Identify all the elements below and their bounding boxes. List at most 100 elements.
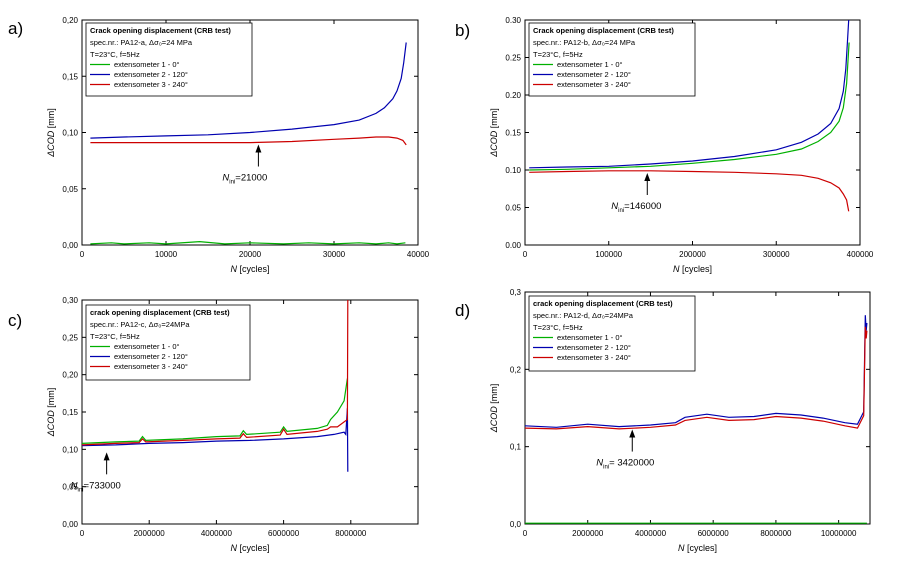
annotation-arrowhead (103, 452, 110, 461)
y-tick-label: 0.25 (505, 54, 521, 63)
x-axis-label: N [cycles] (230, 264, 269, 274)
y-tick-label: 0,1 (510, 443, 522, 452)
y-axis-label: ΔCOD [mm] (46, 108, 56, 158)
annotation-label: Nini= 3420000 (596, 458, 654, 471)
series-line-1 (82, 378, 348, 444)
chart-panel-4: d) 0 2000000 4000000 6000000 8000000 10000000 0… (455, 288, 871, 553)
x-tick-label: 0 (523, 529, 528, 538)
legend-spec: spec.nr.: PA12-a, Δσ₀=24 MPa (90, 38, 193, 47)
x-tick-label: 8000000 (760, 529, 792, 538)
x-tick-label: 0 (80, 250, 85, 259)
legend-conditions: T=23°C, f=5Hz (90, 50, 140, 59)
legend-box (528, 22, 696, 97)
x-tick-label: 20000 (239, 250, 262, 259)
x-tick-label: 10000 (155, 250, 178, 259)
x-tick-label: 6000000 (698, 529, 730, 538)
x-axis-label: N [cycles] (678, 543, 717, 553)
x-tick-label: 100000 (595, 250, 622, 259)
y-tick-label: 0.30 (505, 16, 521, 25)
y-tick-label: 0,20 (62, 16, 78, 25)
x-tick-label: 0 (523, 250, 528, 259)
x-tick-label: 0 (80, 529, 85, 538)
y-tick-label: 0,15 (62, 72, 78, 81)
panel-label: a) (8, 19, 23, 38)
legend-spec: spec.nr.: PA12-b, Δσ₀=24 MPa (533, 38, 636, 47)
legend-entry-2: extensometer 2 - 120° (557, 70, 631, 79)
y-axis-label: ΔCOD [mm] (46, 388, 56, 438)
y-tick-label: 0,20 (62, 371, 78, 380)
y-tick-label: 0,10 (62, 129, 78, 138)
series-line-1 (90, 240, 406, 245)
legend-entry-1: extensometer 1 - 0° (114, 342, 180, 351)
y-tick-label: 0.05 (505, 204, 521, 213)
annotation-label: Nini=21000 (222, 173, 267, 186)
chart-panel-2: b) 0 100000 200000 300000 400000 0.00 0.05 0.10 0… (455, 16, 874, 274)
legend-title: Crack opening displacement (CRB test) (533, 26, 674, 35)
panel-label: b) (455, 21, 470, 40)
x-tick-label: 400000 (847, 250, 874, 259)
legend-box (528, 295, 696, 372)
legend-title: crack opening displacement (CRB test) (533, 299, 673, 308)
series-line-3 (529, 170, 850, 212)
panel-label: d) (455, 301, 470, 320)
legend-box (85, 22, 253, 97)
series-line-2 (82, 408, 349, 472)
annotation-label: Nini=146000 (611, 201, 661, 214)
y-tick-label: 0.00 (505, 241, 521, 250)
x-tick-label: 4000000 (201, 529, 233, 538)
legend-conditions: T=23°C, f=5Hz (533, 50, 583, 59)
legend-box (85, 304, 251, 381)
annotation-label: Nini=733000 (71, 480, 121, 493)
series-line-3 (90, 136, 407, 146)
legend-entry-1: extensometer 1 - 0° (557, 60, 623, 69)
legend-spec: spec.nr.: PA12-d, Δσ₀=24MPa (533, 311, 634, 320)
y-tick-label: 0,3 (510, 288, 522, 297)
y-tick-label: 0,00 (62, 241, 78, 250)
legend-entry-1: extensometer 1 - 0° (557, 333, 623, 342)
y-tick-label: 0.15 (505, 129, 521, 138)
legend-entry-3: extensometer 3 - 240° (557, 80, 631, 89)
legend-conditions: T=23°C, f=5Hz (533, 323, 583, 332)
x-tick-label: 6000000 (268, 529, 300, 538)
series-line-3 (525, 326, 868, 430)
x-axis-label: N [cycles] (673, 264, 712, 274)
series-line-3 (82, 300, 349, 446)
y-tick-label: 0,30 (62, 296, 78, 305)
y-tick-label: 0,25 (62, 333, 78, 342)
y-axis-label: ΔCOD [mm] (489, 384, 499, 434)
y-tick-label: 0.20 (505, 91, 521, 100)
y-tick-label: 0.10 (505, 166, 521, 175)
panel-label: c) (8, 311, 22, 330)
legend-spec: spec.nr.: PA12-c, Δσ₀=24MPa (90, 320, 190, 329)
y-tick-label: 0,10 (62, 445, 78, 454)
legend-entry-3: extensometer 3 - 240° (114, 362, 188, 371)
y-tick-label: 0,15 (62, 408, 78, 417)
x-tick-label: 200000 (679, 250, 706, 259)
legend-title: crack opening displacement (CRB test) (90, 308, 230, 317)
x-tick-label: 2000000 (134, 529, 166, 538)
x-tick-label: 300000 (763, 250, 790, 259)
x-tick-label: 2000000 (572, 529, 604, 538)
legend-entry-2: extensometer 2 - 120° (114, 352, 188, 361)
y-tick-label: 0,05 (62, 185, 78, 194)
legend-entry-2: extensometer 2 - 120° (557, 343, 631, 352)
series-line-2 (90, 42, 407, 139)
series-line-2 (529, 20, 850, 169)
x-tick-label: 40000 (407, 250, 430, 259)
x-tick-label: 4000000 (635, 529, 667, 538)
legend-title: Crack opening displacement (CRB test) (90, 26, 231, 35)
annotation-arrowhead (629, 429, 636, 438)
legend-entry-3: extensometer 3 - 240° (114, 80, 188, 89)
legend-conditions: T=23°C, f=5Hz (90, 332, 140, 341)
x-tick-label: 8000000 (335, 529, 367, 538)
annotation-arrowhead (644, 173, 651, 181)
x-axis-label: N [cycles] (230, 543, 269, 553)
series-line-1 (529, 42, 850, 171)
y-tick-label: 0,05 (62, 483, 78, 492)
y-tick-label: 0,2 (510, 365, 522, 374)
y-tick-label: 0,00 (62, 520, 78, 529)
annotation-arrowhead (255, 144, 262, 153)
x-tick-label: 10000000 (821, 529, 857, 538)
